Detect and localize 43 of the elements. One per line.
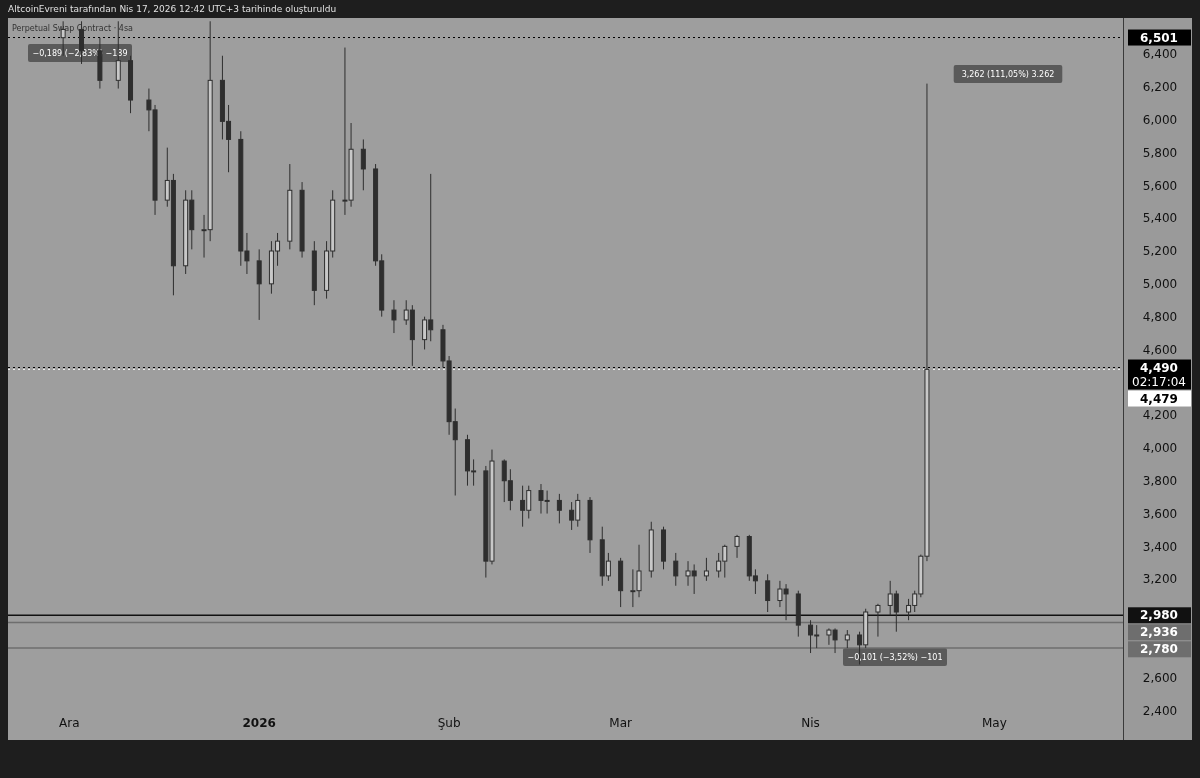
y-tick-label: 3,200: [1142, 572, 1178, 587]
y-tick-label: 6,200: [1142, 80, 1178, 95]
x-tick-label: Mar: [609, 716, 633, 730]
candlestick: [311, 240, 317, 306]
y-tick-label: 6,000: [1142, 112, 1178, 127]
y-tick-label: 2,400: [1142, 703, 1178, 718]
ref-line-label: 2,936: [1140, 625, 1178, 640]
ref-line-label: 2,980: [1140, 608, 1178, 623]
x-tick-label: May: [981, 716, 1007, 730]
chart-subtitle: AltcoinEvreni tarafından Nis 17, 2026 12:42 UTC+3 tarihinde oluşturuldu: [8, 4, 337, 14]
candlestick: [256, 248, 262, 321]
y-tick-label: 4,200: [1142, 408, 1178, 423]
x-tick-label: 2026: [242, 716, 276, 730]
y-tick-label: 6,400: [1142, 47, 1178, 62]
candlestick: [734, 534, 740, 559]
annotation: −0,189 (−2,83%) −189: [32, 48, 128, 58]
text: 02:17:04: [1132, 374, 1186, 389]
y-tick-label: 2,600: [1142, 670, 1178, 685]
ref-line-label: 4,490: [1140, 360, 1178, 375]
ref-line-label: 2,780: [1140, 642, 1178, 657]
y-tick-label: 3,400: [1142, 539, 1178, 554]
y-tick-label: 5,800: [1142, 145, 1178, 160]
candlestick: [391, 299, 397, 334]
y-tick-label: 5,000: [1142, 277, 1178, 292]
annotation: −0,101 (−3,52%) −101: [847, 652, 943, 662]
annotation: 3,262 (111,05%) 3.262: [961, 69, 1055, 79]
y-tick-label: 4,600: [1142, 342, 1178, 357]
ref-line-label: 6,501: [1140, 30, 1178, 45]
y-tick-label: 3,800: [1142, 473, 1178, 488]
y-tick-label: 4,800: [1142, 309, 1178, 324]
candlestick: [587, 496, 593, 554]
candlestick: [875, 603, 881, 638]
y-tick-label: 5,400: [1142, 211, 1178, 226]
x-tick-label: Nis: [801, 716, 820, 730]
candlestick: [360, 138, 366, 191]
y-tick-label: 4,000: [1142, 441, 1178, 456]
y-tick-label: 3,600: [1142, 506, 1178, 521]
y-tick-label: 5,200: [1142, 244, 1178, 259]
candlestick: [299, 181, 305, 259]
x-tick-label: Ara: [59, 716, 80, 730]
y-tick-label: 5,600: [1142, 178, 1178, 193]
x-tick-label: Şub: [437, 716, 461, 730]
ref-line-label: 4,479: [1140, 391, 1178, 406]
